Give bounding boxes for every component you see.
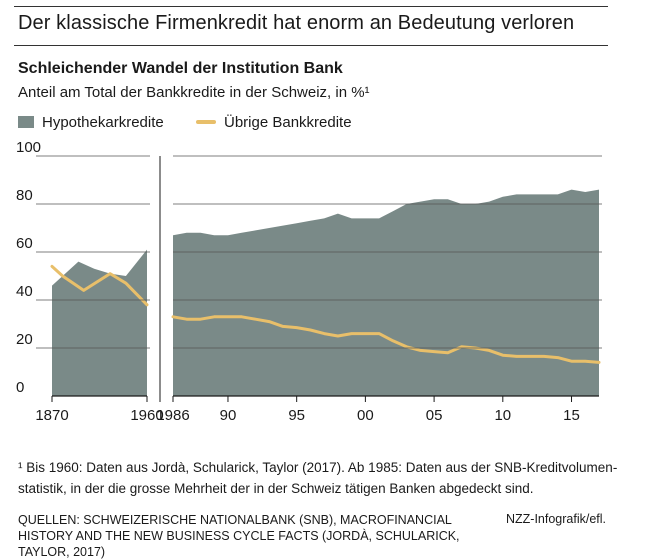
x-tick-label: 1870 xyxy=(35,407,68,424)
x-tick-label: 10 xyxy=(494,407,511,424)
legend-label-uebrige: Übrige Bankkredite xyxy=(224,114,352,131)
area-hypothekarkredite-2 xyxy=(173,189,599,396)
x-tick-label: 00 xyxy=(357,407,374,424)
x-tick-label: 15 xyxy=(563,407,580,424)
y-tick-label: 0 xyxy=(16,379,24,396)
chart-title: Der klassische Firmenkredit hat enorm an… xyxy=(18,12,575,34)
x-tick-label: 1960 xyxy=(130,407,163,424)
sources: QUELLEN: SCHWEIZERISCHE NATIONALBANK (SN… xyxy=(18,513,460,559)
y-tick-label: 20 xyxy=(16,331,33,348)
x-tick-label: 1986 xyxy=(156,407,189,424)
legend-swatch-line xyxy=(196,120,216,124)
y-tick-label: 100 xyxy=(16,139,41,156)
y-tick-label: 60 xyxy=(16,235,33,252)
title-rule xyxy=(14,45,608,46)
legend-label-hypothekarkredite: Hypothekarkredite xyxy=(42,114,164,131)
x-tick-label: 95 xyxy=(288,407,305,424)
chart-description: Anteil am Total der Bankkredite in der S… xyxy=(18,84,370,101)
x-tick-label: 05 xyxy=(426,407,443,424)
line-uebrige-bankkredite-2 xyxy=(171,315,601,364)
y-tick-label: 40 xyxy=(16,283,33,300)
credit: NZZ-Infografik/efl. xyxy=(506,512,607,526)
legend-item-hypothekarkredite: Hypothekarkredite xyxy=(18,114,164,131)
legend-item-uebrige: Übrige Bankkredite xyxy=(196,114,352,131)
chart-subtitle: Schleichender Wandel der Institution Ban… xyxy=(18,60,343,77)
x-tick-label: 90 xyxy=(220,407,237,424)
top-rule xyxy=(14,6,608,7)
area-hypothekarkredite-1 xyxy=(52,249,147,396)
legend-swatch-area xyxy=(18,116,34,128)
footnote: ¹ Bis 1960: Daten aus Jordà, Schularick,… xyxy=(18,460,618,496)
y-tick-label: 80 xyxy=(16,187,33,204)
line-uebrige-bankkredite-1 xyxy=(50,264,149,307)
